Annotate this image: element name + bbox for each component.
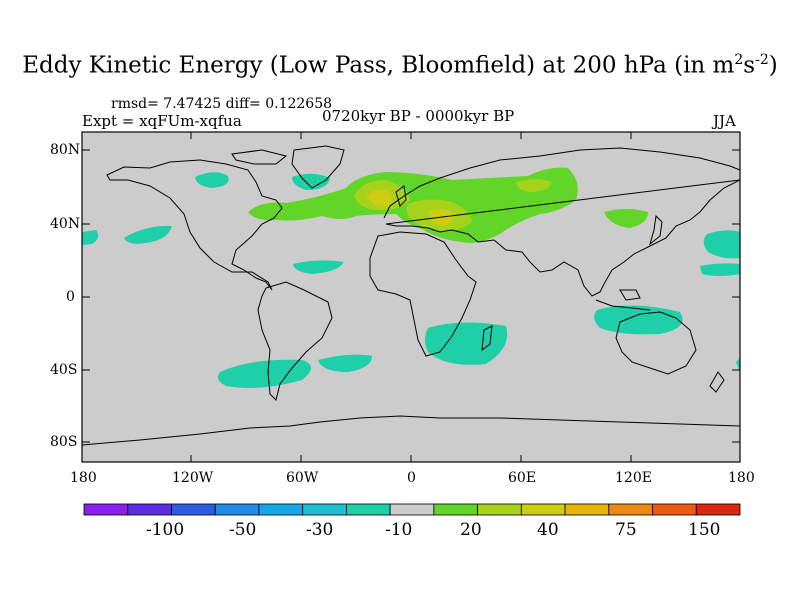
colorbar-swatch bbox=[127, 503, 172, 516]
axis-ticks bbox=[82, 132, 740, 462]
colorbar-swatch bbox=[608, 503, 653, 516]
plot-title: Eddy Kinetic Energy (Low Pass, Bloomfiel… bbox=[22, 52, 778, 79]
lat-label: 80S bbox=[50, 434, 78, 450]
lon-label: 60E bbox=[508, 470, 537, 486]
lon-label: 0 bbox=[407, 470, 416, 486]
lat-label: 0 bbox=[66, 289, 75, 305]
colorbar-label: 150 bbox=[688, 520, 721, 540]
anomaly-fields bbox=[82, 167, 740, 388]
lon-label: 180 bbox=[70, 470, 97, 486]
colorbar-swatch bbox=[171, 503, 216, 516]
colorbar-label: 75 bbox=[615, 520, 637, 540]
colorbar-swatch bbox=[258, 503, 304, 516]
period-label: 0720kyr BP - 0000kyr BP bbox=[322, 107, 515, 125]
colorbar-swatch bbox=[477, 503, 522, 516]
colorbar-swatch bbox=[83, 503, 129, 516]
colorbar bbox=[83, 503, 741, 516]
lat-label: 40N bbox=[50, 216, 81, 232]
colorbar-label: 20 bbox=[460, 520, 482, 540]
coastlines bbox=[82, 145, 740, 446]
lon-label: 120E bbox=[615, 470, 652, 486]
colorbar-label: 40 bbox=[537, 520, 559, 540]
colorbar-label: -30 bbox=[306, 520, 334, 540]
colorbar-swatch bbox=[520, 503, 566, 516]
colorbar-swatch bbox=[302, 503, 347, 516]
colorbar-swatch bbox=[695, 503, 741, 516]
stats-label: rmsd= 7.47425 diff= 0.122658 bbox=[111, 96, 333, 112]
experiment-label: Expt = xqFUm-xqfua bbox=[82, 112, 242, 130]
colorbar-swatch bbox=[652, 503, 697, 516]
colorbar-swatch bbox=[389, 503, 435, 516]
lat-label: 80N bbox=[50, 142, 81, 158]
lon-label: 180 bbox=[728, 470, 755, 486]
season-label: JJA bbox=[713, 112, 736, 130]
colorbar-label: -50 bbox=[229, 520, 257, 540]
colorbar-swatch bbox=[433, 503, 478, 516]
colorbar-label: -10 bbox=[385, 520, 413, 540]
colorbar-swatch bbox=[345, 503, 391, 516]
lon-label: 60W bbox=[286, 470, 319, 486]
lat-label: 40S bbox=[50, 362, 78, 378]
colorbar-swatch bbox=[214, 503, 260, 516]
colorbar-swatch bbox=[564, 503, 610, 516]
colorbar-label: -100 bbox=[146, 520, 185, 540]
lon-label: 120W bbox=[172, 470, 214, 486]
